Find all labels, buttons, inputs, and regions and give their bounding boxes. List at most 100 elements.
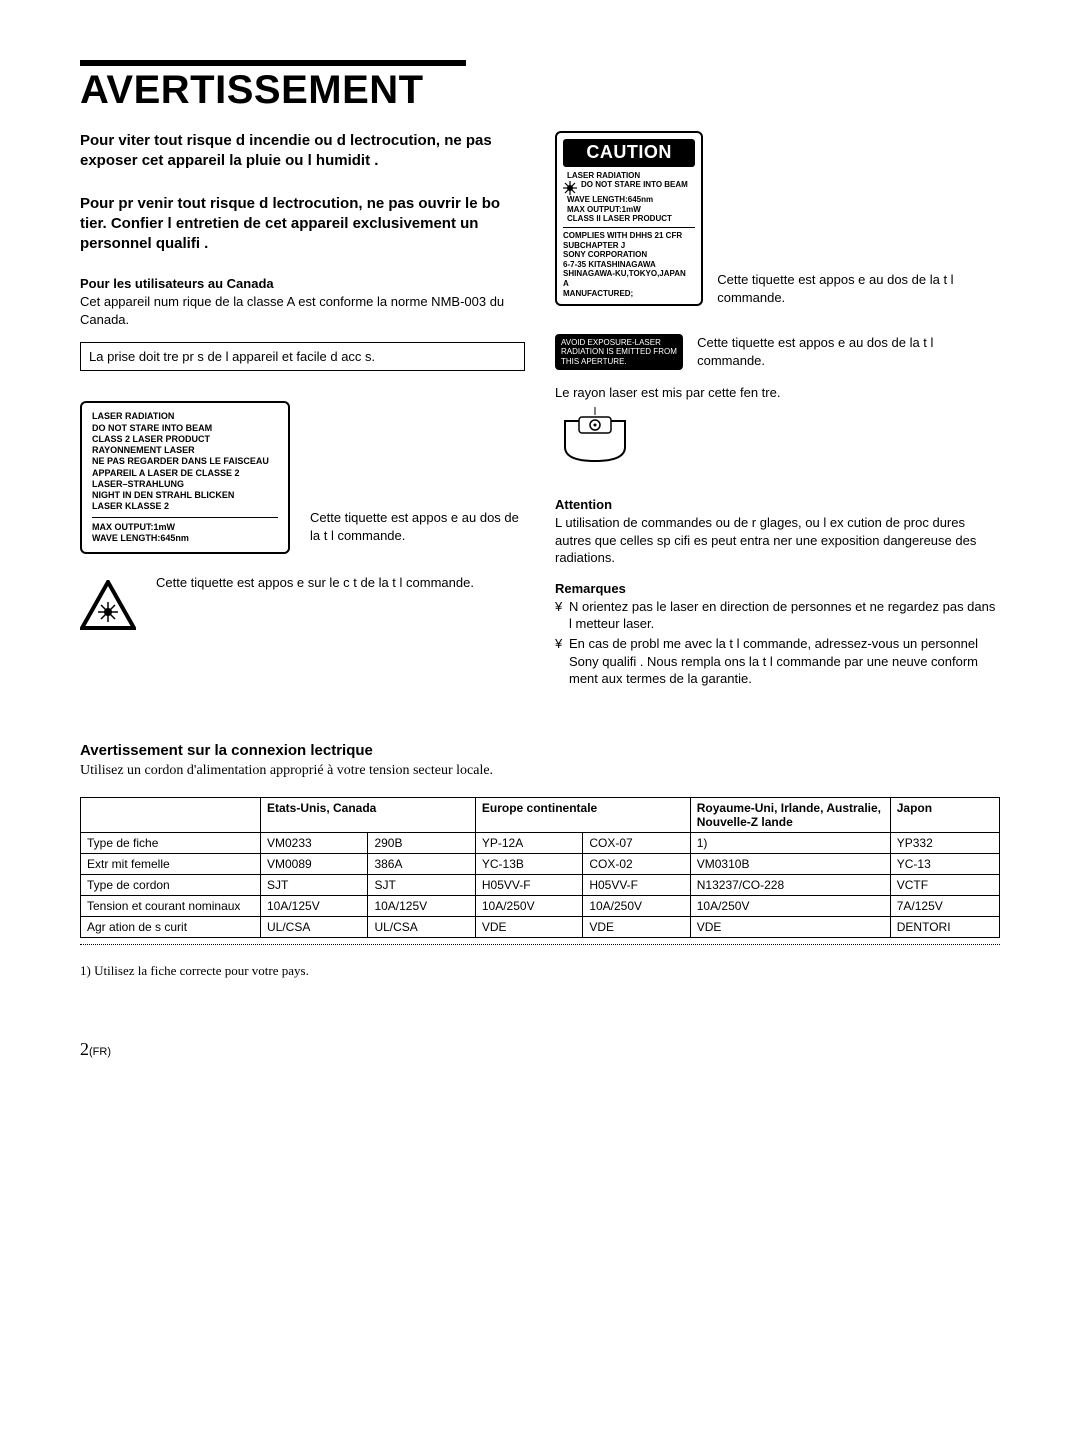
- laser-window-text: Le rayon laser est mis par cette fen tre…: [555, 384, 1000, 402]
- table-cell: 290B: [368, 832, 475, 853]
- table-cell: 10A/250V: [475, 895, 582, 916]
- table-cell: VM0233: [261, 832, 368, 853]
- table-cell: 1): [690, 832, 890, 853]
- star-icon: [563, 181, 577, 195]
- cord-table: Etats-Unis, Canada Europe continentale R…: [80, 797, 1000, 938]
- document-page: AVERTISSEMENT Pour viter tout risque d i…: [0, 0, 1080, 1100]
- table-cell: Type de cordon: [81, 874, 261, 895]
- table-cell: YP332: [890, 832, 999, 853]
- table-header-row: Etats-Unis, Canada Europe continentale R…: [81, 797, 1000, 832]
- caution-line: WAVE LENGTH:645nm: [563, 195, 695, 205]
- caution-line: MANUFACTURED;: [563, 289, 695, 299]
- laser-window-icon: [555, 407, 1000, 467]
- remarques-heading: Remarques: [555, 581, 1000, 596]
- table-cell: 7A/125V: [890, 895, 999, 916]
- table-header: Japon: [890, 797, 999, 832]
- table-cell: 10A/125V: [368, 895, 475, 916]
- table-cell: VM0089: [261, 853, 368, 874]
- list-item: ¥ N orientez pas le laser en direction d…: [555, 598, 1000, 633]
- caution-line: LASER RADIATION: [563, 171, 695, 181]
- caution-line: COMPLIES WITH DHHS 21 CFR: [563, 231, 695, 241]
- list-item-text: En cas de probl me avec la t l commande,…: [569, 635, 1000, 688]
- table-cell: COX-07: [583, 832, 690, 853]
- table-cell: DENTORI: [890, 916, 999, 937]
- table-cell: 10A/250V: [583, 895, 690, 916]
- table-cell: VDE: [583, 916, 690, 937]
- canada-heading: Pour les utilisateurs au Canada: [80, 276, 525, 291]
- table-cell: VDE: [475, 916, 582, 937]
- label-line: CLASS 2 LASER PRODUCT: [92, 434, 278, 445]
- caution-line: MAX OUTPUT:1mW: [563, 205, 695, 215]
- caution-box-row: CAUTION LASER RADIATION DO N: [555, 131, 1000, 320]
- table-cell: VM0310B: [690, 853, 890, 874]
- caution-box-caption: Cette tiquette est appos e au dos de la …: [717, 131, 1000, 306]
- bullet-icon: ¥: [555, 598, 569, 633]
- triangle-caption: Cette tiquette est appos e sur le c t de…: [156, 574, 525, 592]
- triangle-row: Cette tiquette est appos e sur le c t de…: [80, 574, 525, 630]
- table-cell: 10A/250V: [690, 895, 890, 916]
- table-cell: VDE: [690, 916, 890, 937]
- table-cell: YC-13B: [475, 853, 582, 874]
- bullet-icon: ¥: [555, 635, 569, 688]
- table-cell: UL/CSA: [261, 916, 368, 937]
- table-header: Royaume-Uni, Irlande, Australie, Nouvell…: [690, 797, 890, 832]
- fire-warning: Pour viter tout risque d incendie ou d l…: [80, 131, 525, 172]
- table-row: Extr mit femelle VM0089 386A YC-13B COX-…: [81, 853, 1000, 874]
- table-row: Tension et courant nominaux 10A/125V 10A…: [81, 895, 1000, 916]
- table-footnote: 1) Utilisez la fiche correcte pour votre…: [80, 963, 1000, 979]
- caution-line: SONY CORPORATION: [563, 250, 695, 260]
- page-lang: (FR): [89, 1046, 111, 1058]
- caution-line: 6-7-35 KITASHINAGAWA: [563, 260, 695, 270]
- caution-line: DO NOT STARE INTO BEAM: [581, 180, 688, 190]
- page-number: 2(FR): [80, 1039, 1000, 1060]
- attention-text: L utilisation de commandes ou de r glage…: [555, 514, 1000, 567]
- table-cell: YP-12A: [475, 832, 582, 853]
- cord-heading: Avertissement sur la connexion lectrique: [80, 742, 1000, 759]
- label-line: NIGHT IN DEN STRAHL BLICKEN: [92, 490, 278, 501]
- outlet-note-text: La prise doit tre pr s de l appareil et …: [89, 349, 375, 364]
- label-spec: WAVE LENGTH:645nm: [92, 533, 278, 544]
- table-header: Europe continentale: [475, 797, 690, 832]
- laser-label-row: LASER RADIATION DO NOT STARE INTO BEAM C…: [80, 401, 525, 554]
- laser-label-caption: Cette tiquette est appos e au dos de la …: [310, 509, 525, 554]
- caution-header: CAUTION: [563, 139, 695, 167]
- table-cell: SJT: [368, 874, 475, 895]
- label-line: RAYONNEMENT LASER: [92, 445, 278, 456]
- title-rule: [80, 60, 466, 66]
- table-row: Agr ation de s curit UL/CSA UL/CSA VDE V…: [81, 916, 1000, 937]
- table-cell: Tension et courant nominaux: [81, 895, 261, 916]
- table-cell: VCTF: [890, 874, 999, 895]
- table-cell: 10A/125V: [261, 895, 368, 916]
- label-line: NE PAS REGARDER DANS LE FAISCEAU: [92, 456, 278, 467]
- list-item: ¥ En cas de probl me avec la t l command…: [555, 635, 1000, 688]
- right-column: CAUTION LASER RADIATION DO N: [555, 131, 1000, 702]
- table-cell: YC-13: [890, 853, 999, 874]
- table-cell: 386A: [368, 853, 475, 874]
- table-header: Etats-Unis, Canada: [261, 797, 476, 832]
- canada-text: Cet appareil num rique de la classe A es…: [80, 293, 525, 328]
- table-row: Type de fiche VM0233 290B YP-12A COX-07 …: [81, 832, 1000, 853]
- table-cell: SJT: [261, 874, 368, 895]
- table-cell: UL/CSA: [368, 916, 475, 937]
- table-row: Type de cordon SJT SJT H05VV-F H05VV-F N…: [81, 874, 1000, 895]
- table-cell: Agr ation de s curit: [81, 916, 261, 937]
- table-cell: Extr mit femelle: [81, 853, 261, 874]
- laser-label-box: LASER RADIATION DO NOT STARE INTO BEAM C…: [80, 401, 290, 554]
- page-number-value: 2: [80, 1039, 89, 1059]
- cord-intro: Utilisez un cordon d'alimentation approp…: [80, 763, 1000, 779]
- shock-warning: Pour pr venir tout risque d lectrocution…: [80, 194, 525, 255]
- caution-line: SHINAGAWA-KU,TOKYO,JAPAN: [563, 269, 695, 279]
- avoid-exposure-badge: AVOID EXPOSURE-LASER RADIATION IS EMITTE…: [555, 334, 683, 370]
- attention-heading: Attention: [555, 497, 1000, 512]
- table-cell: N13237/CO-228: [690, 874, 890, 895]
- label-line: LASER KLASSE 2: [92, 501, 278, 512]
- black-badge-row: AVOID EXPOSURE-LASER RADIATION IS EMITTE…: [555, 334, 1000, 370]
- caution-line: CLASS II LASER PRODUCT: [563, 214, 695, 224]
- table-header: [81, 797, 261, 832]
- remarques-list: ¥ N orientez pas le laser en direction d…: [555, 598, 1000, 688]
- label-spec: MAX OUTPUT:1mW: [92, 522, 278, 533]
- list-item-text: N orientez pas le laser en direction de …: [569, 598, 1000, 633]
- table-cell: Type de fiche: [81, 832, 261, 853]
- label-line: LASER–STRAHLUNG: [92, 479, 278, 490]
- caution-box: CAUTION LASER RADIATION DO N: [555, 131, 703, 306]
